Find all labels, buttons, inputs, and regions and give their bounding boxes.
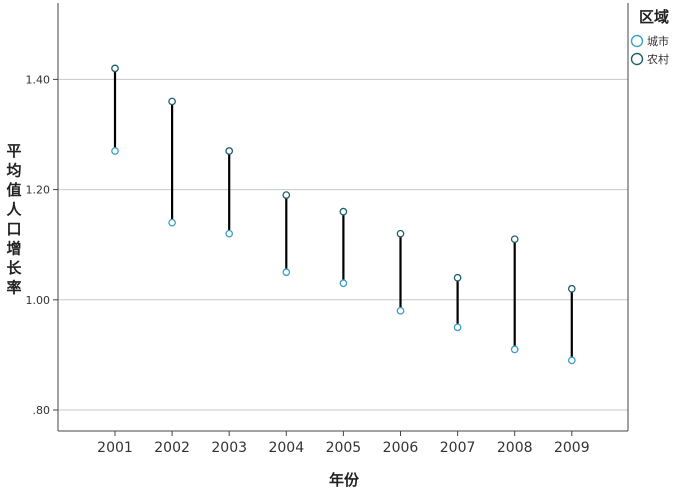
y-tick-label: 1.20 — [26, 184, 51, 197]
point-urban — [510, 345, 519, 354]
y-axis-title-char: 口 — [6, 220, 21, 238]
y-axis-title-char: 均 — [6, 161, 21, 179]
text-layer: 年份 区域 .80 1.00 1.20 1.40 2001 2002 2003 2004 200… — [26, 8, 670, 489]
y-axis-title-char: 人 — [6, 200, 22, 218]
x-tick-label: 2005 — [326, 440, 362, 456]
y-axis-title-char: 平 — [6, 142, 21, 160]
point-urban — [453, 323, 462, 332]
x-axis-title: 年份 — [329, 471, 360, 489]
y-axis-title-char: 增 — [6, 239, 21, 257]
x-tick-label: 2008 — [497, 440, 533, 456]
legend-title: 区域 — [639, 8, 669, 26]
point-urban — [567, 356, 576, 365]
point-rural — [111, 64, 119, 73]
y-tick-label: 1.40 — [26, 73, 51, 86]
point-rural — [510, 235, 519, 244]
y-axis-title-char: 率 — [6, 278, 21, 296]
x-tick-label: 2001 — [97, 440, 133, 456]
point-rural — [396, 229, 405, 238]
point-rural — [225, 147, 234, 155]
point-urban — [225, 229, 234, 238]
point-urban — [282, 268, 291, 277]
y-axis-title-char: 长 — [6, 259, 22, 277]
x-tick-label: 2009 — [554, 440, 590, 456]
x-tick-label: 2003 — [211, 440, 247, 456]
point-layer — [111, 64, 576, 365]
y-tick-label: 1.00 — [26, 294, 51, 307]
legend-label: 城市 — [647, 34, 669, 48]
x-tick-label: 2004 — [268, 440, 304, 456]
point-urban — [396, 306, 405, 315]
y-tick-label: .80 — [33, 404, 51, 417]
point-urban — [168, 218, 176, 227]
point-rural — [339, 207, 348, 216]
x-tick-label: 2006 — [383, 440, 419, 456]
point-rural — [168, 97, 176, 106]
legend-marker — [630, 52, 644, 66]
point-urban — [111, 147, 119, 155]
legend-label: 农村 — [647, 52, 669, 66]
y-axis-title-char: 值 — [6, 181, 21, 199]
point-rural — [453, 273, 462, 282]
legend-marker — [630, 34, 644, 48]
point-rural — [567, 284, 576, 293]
point-rural — [282, 191, 291, 199]
connector-layer — [113, 68, 573, 361]
x-tick-label: 2007 — [440, 440, 476, 456]
point-urban — [339, 279, 348, 288]
x-tick-label: 2002 — [154, 440, 190, 456]
axis-layer — [53, 3, 629, 436]
grid-layer — [58, 78, 628, 411]
